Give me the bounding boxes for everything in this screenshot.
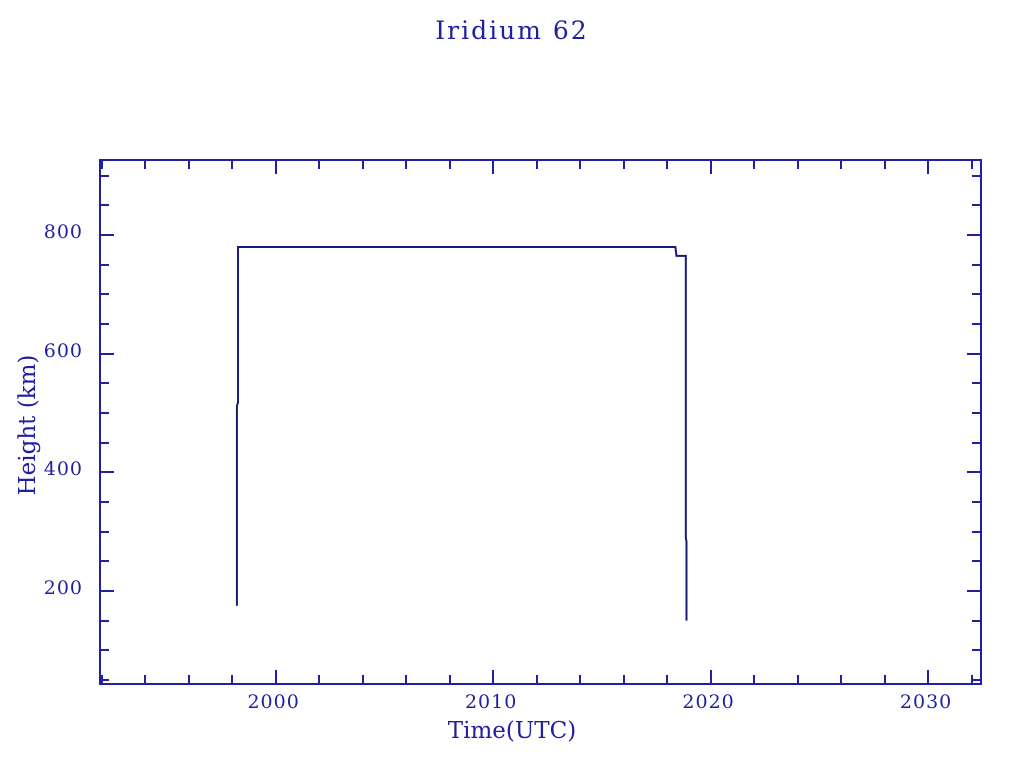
y-tick-right-450 bbox=[972, 441, 980, 444]
x-tick-2030 bbox=[927, 670, 930, 683]
y-tick-500 bbox=[101, 412, 109, 415]
x-tick-top-2022 bbox=[753, 161, 756, 169]
y-tick-right-150 bbox=[972, 619, 980, 622]
y-tick-550 bbox=[101, 382, 109, 385]
x-tick-1996 bbox=[187, 675, 190, 683]
x-tick-top-2032 bbox=[970, 161, 973, 169]
x-tick-top-2012 bbox=[535, 161, 538, 169]
y-tick-750 bbox=[101, 263, 109, 266]
x-tick-2020 bbox=[709, 670, 712, 683]
x-tick-2010 bbox=[492, 670, 495, 683]
y-tick-850 bbox=[101, 204, 109, 207]
y-tick-900 bbox=[101, 174, 109, 177]
x-tick-top-1992 bbox=[100, 161, 103, 169]
y-tick-right-500 bbox=[972, 412, 980, 415]
x-tick-1998 bbox=[231, 675, 234, 683]
y-tick-label-600: 600 bbox=[43, 339, 83, 362]
x-tick-label-2010: 2010 bbox=[464, 691, 518, 713]
y-tick-800 bbox=[101, 234, 114, 237]
x-tick-2008 bbox=[448, 675, 451, 683]
y-tick-right-350 bbox=[972, 500, 980, 503]
x-tick-top-2004 bbox=[361, 161, 364, 169]
x-tick-2004 bbox=[361, 675, 364, 683]
page-title: Iridium 62 bbox=[435, 16, 589, 45]
plot-area bbox=[101, 161, 980, 683]
x-tick-2016 bbox=[622, 675, 625, 683]
y-tick-450 bbox=[101, 441, 109, 444]
x-tick-top-2010 bbox=[492, 161, 495, 174]
x-tick-2014 bbox=[579, 675, 582, 683]
y-tick-200 bbox=[101, 589, 114, 592]
y-tick-350 bbox=[101, 500, 109, 503]
y-tick-right-50 bbox=[972, 678, 980, 681]
x-tick-2006 bbox=[405, 675, 408, 683]
x-tick-top-2008 bbox=[448, 161, 451, 169]
x-tick-1992 bbox=[100, 675, 103, 683]
y-tick-label-400: 400 bbox=[43, 458, 83, 481]
y-tick-right-900 bbox=[972, 174, 980, 177]
x-tick-1994 bbox=[144, 675, 147, 683]
y-tick-right-200 bbox=[967, 589, 980, 592]
y-axis-title: Height (km) bbox=[15, 354, 41, 496]
plot-frame bbox=[99, 159, 982, 685]
x-tick-top-2026 bbox=[840, 161, 843, 169]
y-tick-400 bbox=[101, 471, 114, 474]
x-tick-top-1996 bbox=[187, 161, 190, 169]
y-tick-250 bbox=[101, 560, 109, 563]
x-tick-2018 bbox=[666, 675, 669, 683]
y-tick-right-400 bbox=[967, 471, 980, 474]
x-tick-top-2014 bbox=[579, 161, 582, 169]
y-tick-label-800: 800 bbox=[43, 221, 83, 244]
series-polyline bbox=[235, 245, 688, 621]
y-tick-right-750 bbox=[972, 263, 980, 266]
x-tick-2032 bbox=[970, 675, 973, 683]
x-tick-top-2028 bbox=[883, 161, 886, 169]
x-tick-label-2020: 2020 bbox=[682, 691, 735, 713]
x-tick-top-2020 bbox=[709, 161, 712, 174]
y-tick-150 bbox=[101, 619, 109, 622]
y-tick-right-650 bbox=[972, 323, 980, 326]
y-tick-right-300 bbox=[972, 530, 980, 533]
y-tick-650 bbox=[101, 323, 109, 326]
x-tick-top-2018 bbox=[666, 161, 669, 169]
y-tick-right-850 bbox=[972, 204, 980, 207]
data-series-line bbox=[235, 245, 688, 621]
y-tick-right-800 bbox=[967, 234, 980, 237]
y-tick-600 bbox=[101, 352, 114, 355]
x-tick-label-2000: 2000 bbox=[247, 691, 300, 713]
x-tick-top-2002 bbox=[318, 161, 321, 169]
x-tick-label-2030: 2030 bbox=[899, 691, 953, 713]
x-tick-top-2030 bbox=[927, 161, 930, 174]
y-tick-50 bbox=[101, 678, 109, 681]
x-tick-2002 bbox=[318, 675, 321, 683]
x-tick-top-2016 bbox=[622, 161, 625, 169]
y-tick-right-600 bbox=[967, 352, 980, 355]
x-tick-2012 bbox=[535, 675, 538, 683]
x-tick-2022 bbox=[753, 675, 756, 683]
y-tick-300 bbox=[101, 530, 109, 533]
y-tick-right-100 bbox=[972, 649, 980, 652]
x-tick-2028 bbox=[883, 675, 886, 683]
x-axis-title: Time(UTC) bbox=[447, 718, 577, 744]
x-tick-top-1994 bbox=[144, 161, 147, 169]
x-tick-2000 bbox=[274, 670, 277, 683]
y-tick-100 bbox=[101, 649, 109, 652]
x-tick-2026 bbox=[840, 675, 843, 683]
y-tick-right-700 bbox=[972, 293, 980, 296]
y-tick-label-200: 200 bbox=[43, 576, 83, 599]
x-tick-top-2000 bbox=[274, 161, 277, 174]
x-tick-top-2006 bbox=[405, 161, 408, 169]
y-tick-right-250 bbox=[972, 560, 980, 563]
y-tick-700 bbox=[101, 293, 109, 296]
x-tick-top-1998 bbox=[231, 161, 234, 169]
x-tick-2024 bbox=[796, 675, 799, 683]
y-tick-right-550 bbox=[972, 382, 980, 385]
x-tick-top-2024 bbox=[796, 161, 799, 169]
